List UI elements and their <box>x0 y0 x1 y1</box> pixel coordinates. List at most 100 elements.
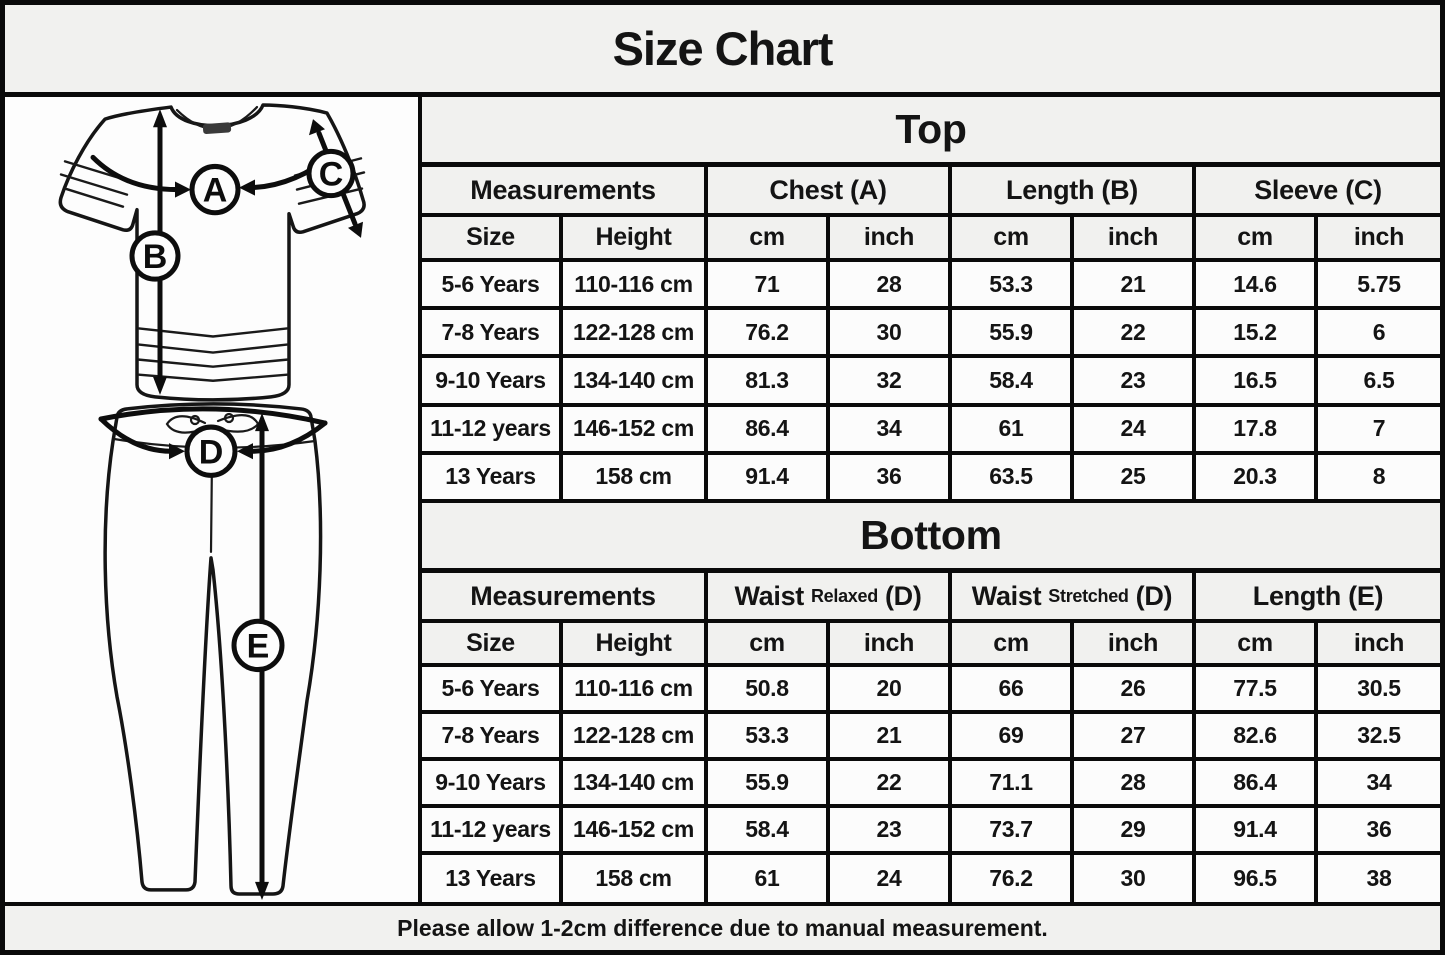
table-cell: 91.4 <box>1196 808 1318 855</box>
column-header: inch <box>1318 623 1440 667</box>
bottom-header-waist-relaxed: Waist Relaxed (D) <box>708 573 952 623</box>
table-cell: 28 <box>830 262 952 311</box>
table-cell: 23 <box>830 808 952 855</box>
table-cell: 58.4 <box>708 808 830 855</box>
table-cell: 134-140 cm <box>563 761 708 808</box>
table-cell: 36 <box>830 454 952 503</box>
column-header: cm <box>708 623 830 667</box>
table-cell: 13 Years <box>422 855 563 902</box>
top-header-measurements: Measurements <box>422 167 708 217</box>
table-cell: 96.5 <box>1196 855 1318 902</box>
column-header: Size <box>422 623 563 667</box>
pants-diagram: D E <box>98 402 328 900</box>
table-cell: 110-116 cm <box>563 667 708 714</box>
column-header: Size <box>422 217 563 262</box>
bottom-length-arrowhead-up <box>255 412 269 432</box>
chest-arrowhead-right <box>239 179 255 196</box>
table-cell: 146-152 cm <box>563 808 708 855</box>
table-cell: 122-128 cm <box>563 714 708 761</box>
marker-bottom-length-letter: E <box>247 627 270 665</box>
main-area: A B C <box>5 97 1440 902</box>
table-cell: 29 <box>1074 808 1196 855</box>
bottom-header-measurements: Measurements <box>422 573 708 623</box>
column-header: inch <box>1074 623 1196 667</box>
table-cell: 58.4 <box>952 358 1074 407</box>
size-diagram-svg: A B C <box>58 103 366 900</box>
table-cell: 26 <box>1074 667 1196 714</box>
table-cell: 38 <box>1318 855 1440 902</box>
table-cell: 61 <box>708 855 830 902</box>
table-cell: 34 <box>1318 761 1440 808</box>
table-cell: 8 <box>1318 454 1440 503</box>
table-cell: 21 <box>1074 262 1196 311</box>
table-cell: 55.9 <box>952 310 1074 359</box>
table-cell: 15.2 <box>1196 310 1318 359</box>
bottom-table-title: Bottom <box>422 503 1440 573</box>
table-cell: 50.8 <box>708 667 830 714</box>
table-cell: 61 <box>952 406 1074 455</box>
waist-arrow-right <box>246 420 328 454</box>
table-cell: 30.5 <box>1318 667 1440 714</box>
table-cell: 110-116 cm <box>563 262 708 311</box>
table-cell: 28 <box>1074 761 1196 808</box>
table-cell: 81.3 <box>708 358 830 407</box>
marker-sleeve-circle <box>306 148 356 199</box>
table-cell: 5-6 Years <box>422 262 563 311</box>
table-cell: 9-10 Years <box>422 761 563 808</box>
table-cell: 14.6 <box>1196 262 1318 311</box>
table-cell: 73.7 <box>952 808 1074 855</box>
footer-bar: Please allow 1-2cm difference due to man… <box>5 902 1440 950</box>
sleeve-arrowhead-up <box>309 119 325 136</box>
collar-label <box>202 122 232 134</box>
top-size-table: Top Measurements Chest (A) Length (B) <box>422 97 1440 503</box>
table-cell: 76.2 <box>708 310 830 359</box>
chest-arrow-left <box>90 154 180 193</box>
table-cell: 158 cm <box>563 454 708 503</box>
table-cell: 11-12 years <box>422 406 563 455</box>
table-cell: 21 <box>830 714 952 761</box>
table-cell: 82.6 <box>1196 714 1318 761</box>
table-cell: 25 <box>1074 454 1196 503</box>
table-cell: 122-128 cm <box>563 310 708 359</box>
table-cell: 30 <box>1074 855 1196 902</box>
page-title: Size Chart <box>612 22 834 75</box>
table-cell: 63.5 <box>952 454 1074 503</box>
waist-arrowhead-left <box>169 443 185 460</box>
table-cell: 34 <box>830 406 952 455</box>
table-cell: 11-12 years <box>422 808 563 855</box>
tshirt-diagram: A B C <box>58 103 366 402</box>
tshirt-outline <box>58 103 366 402</box>
table-cell: 24 <box>830 855 952 902</box>
table-cell: 91.4 <box>708 454 830 503</box>
bottom-length-arrowhead-down <box>255 881 269 900</box>
footer-note: Please allow 1-2cm difference due to man… <box>397 914 1048 941</box>
table-cell: 55.9 <box>708 761 830 808</box>
marker-chest-letter: A <box>203 172 228 210</box>
title-bar: Size Chart <box>5 5 1440 97</box>
table-cell: 16.5 <box>1196 358 1318 407</box>
table-cell: 23 <box>1074 358 1196 407</box>
table-cell: 53.3 <box>952 262 1074 311</box>
table-cell: 134-140 cm <box>563 358 708 407</box>
bottom-size-table: Bottom Measurements Waist Relaxed (D) Wa… <box>422 503 1440 902</box>
column-header: cm <box>708 217 830 262</box>
column-header: inch <box>1318 217 1440 262</box>
column-header: inch <box>830 217 952 262</box>
table-cell: 86.4 <box>1196 761 1318 808</box>
table-cell: 27 <box>1074 714 1196 761</box>
marker-waist-circle <box>184 424 238 478</box>
table-cell: 77.5 <box>1196 667 1318 714</box>
top-table-title: Top <box>422 97 1440 167</box>
column-header: cm <box>952 217 1074 262</box>
table-cell: 22 <box>830 761 952 808</box>
table-cell: 76.2 <box>952 855 1074 902</box>
waist-arrowhead-right <box>237 443 253 460</box>
column-header: cm <box>1196 217 1318 262</box>
column-header: Height <box>563 217 708 262</box>
table-cell: 32 <box>830 358 952 407</box>
table-cell: 32.5 <box>1318 714 1440 761</box>
marker-chest-circle <box>189 163 241 216</box>
table-cell: 17.8 <box>1196 406 1318 455</box>
diagram-panel: A B C <box>5 97 422 902</box>
